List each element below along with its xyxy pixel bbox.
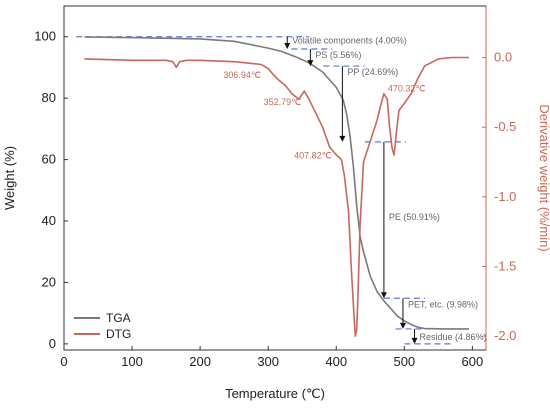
x-tick-label: 200 [189,354,211,369]
annotation-arrow-head [411,337,418,344]
y-tick-label: 60 [42,152,56,167]
annotation-arrow-head [307,60,314,67]
legend-dtg-label: DTG [106,327,131,341]
y-axis-ticks: 0 20 40 60 80 100 [34,29,68,351]
series-layer [84,36,469,337]
right-axis-label: Derivative weight (%/min) [537,104,550,251]
annotation-label: PE (50.91%) [389,212,440,222]
annotation-layer: Volatile components (4.00%) PS (5.56%) PP … [223,36,487,344]
peak-temperature-label: 470.32℃ [388,84,426,94]
annotation-label: Residue (4.86%) [420,332,487,342]
right-tick-label: -0.5 [494,119,516,134]
y-tick-label: 100 [34,29,56,44]
right-tick-label: -1.5 [494,258,516,273]
right-tick-label: -1.0 [494,189,516,204]
peak-temperature-label: 407.82℃ [294,151,332,161]
series-tga-line [84,36,469,330]
y-tick-label: 80 [42,90,56,105]
annotation-label: PP (24.69%) [347,67,398,77]
annotation-arrow-head [284,43,291,49]
series-dtg-line [84,56,469,337]
y-tick-label: 20 [42,274,56,289]
y-tick-label: 40 [42,213,56,228]
right-tick-label: -2.0 [494,328,516,343]
x-tick-label: 400 [325,354,347,369]
annotation-arrow-head [339,135,346,142]
right-axis-ticks: 0.0 -0.5 -1.0 -1.5 -2.0 [482,6,516,350]
annotation-arrow-head [380,292,387,299]
x-tick-label: 600 [462,354,484,369]
x-tick-label: 0 [60,354,67,369]
annotation-label: PS (5.56%) [315,50,361,60]
annotation-arrow-head [399,322,406,329]
guide-lines [76,36,453,345]
x-tick-label: 300 [257,354,279,369]
x-axis-ticks: 0 100 200 300 400 500 600 [60,346,483,369]
peak-temperature-label: 306.94℃ [223,70,261,80]
peak-temperature-label: 352.79℃ [264,97,302,107]
legend-tga-label: TGA [106,311,131,325]
annotation-label: Volatile components (4.00%) [292,36,407,46]
legend: TGA DTG [74,311,131,341]
annotation-label: PET, etc. (9.98%) [408,299,478,309]
x-axis-label: Temperature (℃) [225,386,325,401]
right-tick-label: 0.0 [494,50,512,65]
x-tick-label: 100 [121,354,143,369]
x-tick-label: 500 [393,354,415,369]
y-axis-label: Weight (%) [2,146,17,210]
y-tick-label: 0 [49,336,56,351]
